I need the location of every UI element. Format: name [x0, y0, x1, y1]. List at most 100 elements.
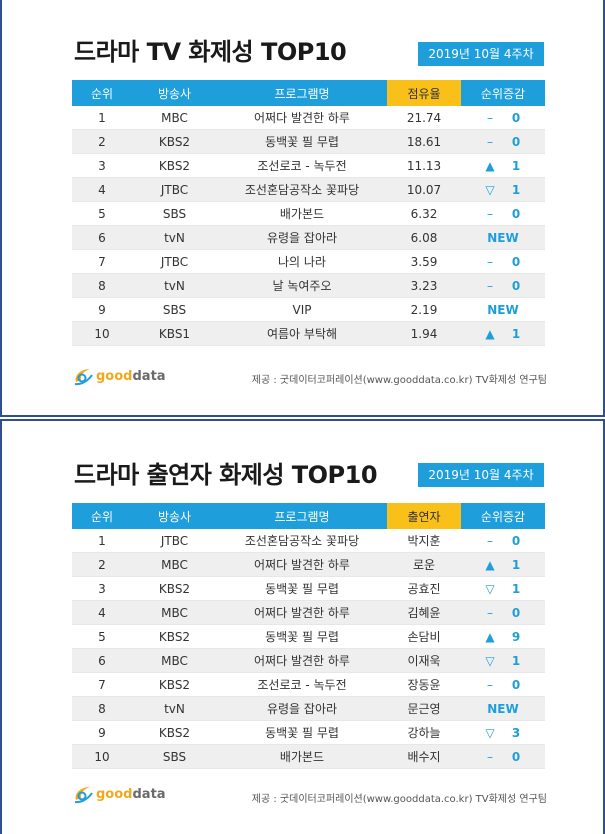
program-cell: 여름아 부탁해: [217, 321, 387, 346]
change-value: 0: [511, 605, 521, 620]
table-row: 8 tvN 날 녹여주오 3.23–0: [72, 273, 545, 298]
table-row: 4 JTBC 조선혼담공작소 꽃파당 10.07 ▽ 1: [72, 177, 545, 202]
share-cell: 18.61: [387, 129, 461, 154]
rank-cell: 9: [72, 297, 132, 322]
network-cell: SBS: [132, 201, 217, 226]
program-cell: 어쩌다 발견한 하루: [217, 648, 387, 673]
dash-icon: –: [487, 134, 493, 149]
table-row: 3 KBS2 조선로코 - 녹두전 11.13 ▲ 1: [72, 153, 545, 178]
change-cell: –0: [461, 529, 545, 553]
change-value: 0: [511, 134, 521, 149]
change-value: 0: [511, 749, 521, 764]
share-cell: 6.08: [387, 225, 461, 250]
network-cell: tvN: [132, 696, 217, 721]
network-cell: KBS2: [132, 720, 217, 745]
program-cell: 유령을 잡아라: [217, 225, 387, 250]
change-value: 0: [511, 278, 521, 293]
source-credit: 제공 : 굿데이터코퍼레이션(www.gooddata.co.kr) TV화제성…: [251, 794, 547, 805]
network-cell: MBC: [132, 600, 217, 625]
gooddata-logo: gooddata: [72, 784, 166, 804]
table-row: 6 MBC 어쩌다 발견한 하루 이재욱 ▽ 1: [72, 648, 545, 673]
change-value: 1: [511, 326, 521, 341]
rank-cell: 8: [72, 696, 132, 721]
network-cell: JTBC: [132, 177, 217, 202]
table-row: 1 JTBC 조선혼담공작소 꽃파당 박지훈 –0: [72, 529, 545, 553]
program-cell: 동백꽃 필 무렵: [217, 129, 387, 154]
network-cell: KBS2: [132, 129, 217, 154]
network-cell: MBC: [132, 106, 217, 130]
network-cell: tvN: [132, 225, 217, 250]
triangle-down-icon: ▽: [485, 725, 495, 740]
new-badge: NEW: [487, 302, 519, 317]
table-row: 7 JTBC 나의 나라 3.59–0: [72, 249, 545, 274]
actor-cell: 배수지: [387, 744, 461, 769]
triangle-down-icon: ▽: [485, 653, 495, 668]
header-change: 순위증감: [461, 80, 545, 106]
network-cell: SBS: [132, 297, 217, 322]
rank-cell: 4: [72, 600, 132, 625]
program-cell: 어쩌다 발견한 하루: [217, 552, 387, 577]
date-badge: 2019년 10월 4주차: [418, 463, 544, 487]
actor-cell: 강하늘: [387, 720, 461, 745]
cast-topic-panel: 드라마 출연자 화제성 TOP10 2019년 10월 4주차 순위 방송사 프…: [0, 419, 605, 834]
triangle-up-icon: ▲: [485, 158, 495, 173]
change-cell: NEW: [461, 225, 545, 250]
network-cell: JTBC: [132, 249, 217, 274]
table-row: 8 tvN 유령을 잡아라 문근영 NEW: [72, 696, 545, 721]
rank-cell: 8: [72, 273, 132, 298]
program-cell: 유령을 잡아라: [217, 696, 387, 721]
rank-cell: 1: [72, 529, 132, 553]
actor-cell: 공효진: [387, 576, 461, 601]
change-cell: ▽ 1: [461, 177, 545, 202]
rank-cell: 6: [72, 648, 132, 673]
program-cell: 조선로코 - 녹두전: [217, 672, 387, 697]
table-row: 10 KBS1 여름아 부탁해 1.94 ▲ 1: [72, 321, 545, 346]
change-value: 1: [511, 581, 521, 596]
change-cell: –0: [461, 129, 545, 154]
change-value: 0: [511, 677, 521, 692]
program-cell: 동백꽃 필 무렵: [217, 720, 387, 745]
gooddata-swoosh-logo-icon: [74, 369, 93, 386]
program-cell: 조선혼담공작소 꽃파당: [217, 529, 387, 553]
change-cell: ▲ 1: [461, 552, 545, 577]
change-value: 1: [511, 182, 521, 197]
program-cell: 나의 나라: [217, 249, 387, 274]
program-cell: 어쩌다 발견한 하루: [217, 106, 387, 130]
actor-cell: 로운: [387, 552, 461, 577]
change-cell: –0: [461, 106, 545, 130]
table-header-row: 순위 방송사 프로그램명 출연자 순위증감: [72, 503, 545, 529]
change-value: 9: [511, 629, 521, 644]
table-row: 3 KBS2 동백꽃 필 무렵 공효진 ▽ 1: [72, 576, 545, 601]
table-row: 2 KBS2 동백꽃 필 무렵 18.61–0: [72, 129, 545, 154]
rank-cell: 2: [72, 129, 132, 154]
rank-cell: 7: [72, 672, 132, 697]
actor-cell: 이재욱: [387, 648, 461, 673]
network-cell: MBC: [132, 552, 217, 577]
dash-icon: –: [487, 110, 493, 125]
network-cell: KBS2: [132, 153, 217, 178]
page-title: 드라마 출연자 화제성 TOP10: [74, 461, 378, 489]
actor-cell: 문근영: [387, 696, 461, 721]
dash-icon: –: [487, 605, 493, 620]
share-cell: 6.32: [387, 201, 461, 226]
program-cell: VIP: [217, 297, 387, 322]
date-badge: 2019년 10월 4주차: [418, 42, 544, 66]
logo-text: gooddata: [96, 368, 166, 384]
change-value: 0: [511, 206, 521, 221]
new-badge: NEW: [487, 701, 519, 716]
program-cell: 배가본드: [217, 201, 387, 226]
change-cell: ▽ 1: [461, 648, 545, 673]
share-cell: 3.59: [387, 249, 461, 274]
header-program: 프로그램명: [217, 80, 387, 106]
network-cell: SBS: [132, 744, 217, 769]
program-cell: 배가본드: [217, 744, 387, 769]
rank-cell: 3: [72, 153, 132, 178]
share-cell: 21.74: [387, 106, 461, 130]
rank-cell: 4: [72, 177, 132, 202]
table-row: 9 SBS VIP 2.19 NEW: [72, 297, 545, 322]
table-row: 5 KBS2 동백꽃 필 무렵 손담비 ▲ 9: [72, 624, 545, 649]
share-cell: 3.23: [387, 273, 461, 298]
change-cell: ▽ 1: [461, 576, 545, 601]
page-title: 드라마 TV 화제성 TOP10: [74, 38, 347, 66]
change-cell: ▲ 1: [461, 321, 545, 346]
